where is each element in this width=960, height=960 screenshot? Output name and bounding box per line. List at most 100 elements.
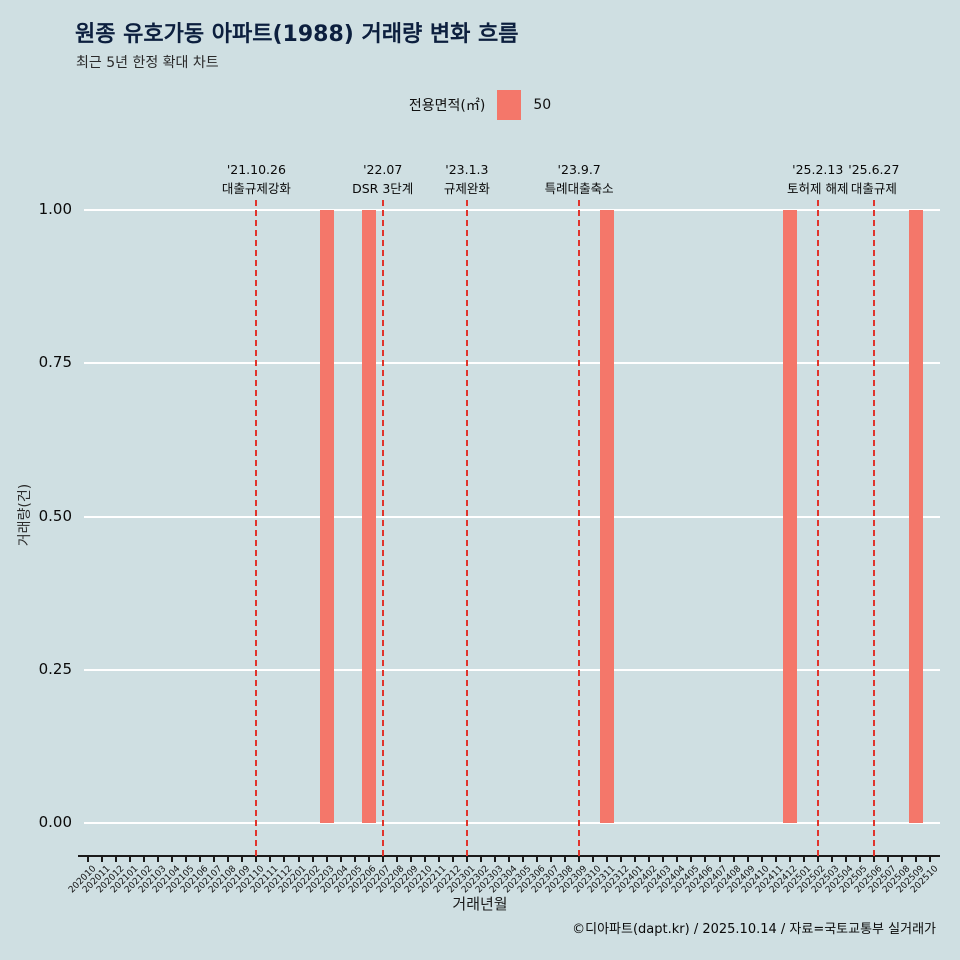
x-tick-mark	[479, 855, 482, 862]
event-line	[465, 200, 468, 856]
x-tick-mark	[858, 855, 861, 862]
event-label: '23.9.7 특례대출축소	[545, 160, 614, 198]
x-tick-mark	[339, 855, 342, 862]
event-name: 대출규제	[850, 181, 897, 196]
event-date: '25.6.27	[848, 162, 900, 177]
x-tick-mark	[578, 855, 581, 862]
x-tick-mark	[367, 855, 370, 862]
x-tick-mark	[732, 855, 735, 862]
x-tick-mark	[311, 855, 314, 862]
event-name: 특례대출축소	[544, 181, 614, 196]
y-tick-label: 0.00	[38, 813, 72, 831]
x-tick-mark	[690, 855, 693, 862]
x-tick-mark	[634, 855, 637, 862]
x-tick-mark	[283, 855, 286, 862]
x-tick-mark	[395, 855, 398, 862]
event-line	[578, 200, 581, 856]
x-tick-mark	[564, 855, 567, 862]
credit-text: ©디아파트(dapt.kr) / 2025.10.14 / 자료=국토교통부 실…	[572, 922, 936, 937]
event-date: '22.07	[363, 162, 403, 177]
x-tick-mark	[297, 855, 300, 862]
x-tick-mark	[465, 855, 468, 862]
y-tick-label: 0.25	[38, 659, 72, 678]
event-name: 규제완화	[443, 181, 490, 196]
x-tick-mark	[227, 855, 230, 862]
x-tick-mark	[844, 855, 847, 862]
bar	[319, 210, 334, 823]
event-label: '25.2.13 토허제 해제	[787, 160, 848, 198]
x-tick-mark	[381, 855, 384, 862]
x-axis-title: 거래년월	[452, 895, 508, 913]
event-date: '25.2.13	[792, 162, 844, 177]
event-label: '22.07 DSR 3단계	[352, 160, 413, 198]
x-tick-mark	[129, 855, 132, 862]
x-tick-mark	[409, 855, 412, 862]
x-tick-mark	[802, 855, 805, 862]
chart-subtitle: 최근 5년 한정 확대 차트	[76, 55, 219, 71]
x-tick-mark	[816, 855, 819, 862]
event-name: 토허제 해제	[786, 181, 849, 196]
x-tick-mark	[101, 855, 104, 862]
x-tick-mark	[213, 855, 216, 862]
x-tick-mark	[830, 855, 833, 862]
x-tick-mark	[704, 855, 707, 862]
gridline	[84, 668, 940, 671]
event-label: '23.1.3 규제완화	[444, 160, 490, 198]
x-tick-mark	[115, 855, 118, 862]
x-tick-mark	[522, 855, 525, 862]
x-tick-mark	[536, 855, 539, 862]
x-tick-mark	[423, 855, 426, 862]
x-tick-mark	[648, 855, 651, 862]
x-tick-mark	[437, 855, 440, 862]
x-tick-mark	[914, 855, 917, 862]
y-tick-label: 0.75	[38, 353, 72, 372]
x-tick-mark	[774, 855, 777, 862]
x-tick-mark	[606, 855, 609, 862]
x-tick-mark	[493, 855, 496, 862]
x-tick-mark	[886, 855, 889, 862]
event-line	[255, 200, 258, 856]
gridline	[84, 515, 940, 518]
x-tick-mark	[718, 855, 721, 862]
event-label: '21.10.26 대출규제강화	[222, 160, 291, 198]
x-tick-mark	[788, 855, 791, 862]
gridline	[84, 209, 940, 211]
legend: 전용면적(㎡) 50	[0, 90, 960, 120]
gridline	[84, 362, 940, 365]
x-tick-mark	[255, 855, 258, 862]
event-date: '23.1.3	[445, 162, 489, 177]
legend-series-label: 50	[533, 97, 552, 113]
bar	[600, 210, 615, 823]
x-tick-mark	[676, 855, 679, 862]
x-tick-mark	[87, 855, 89, 862]
event-name: DSR 3단계	[352, 181, 414, 196]
legend-title: 전용면적(㎡)	[408, 98, 486, 114]
gridline	[84, 822, 940, 824]
x-tick-mark	[872, 855, 875, 862]
x-tick-mark	[550, 855, 553, 862]
x-tick-mark	[746, 855, 749, 862]
x-tick-mark	[508, 855, 510, 862]
x-tick-mark	[199, 855, 202, 862]
x-tick-mark	[760, 855, 763, 862]
x-tick-mark	[185, 855, 188, 862]
event-name: 대출규제강화	[221, 181, 291, 196]
x-tick-mark	[325, 855, 328, 862]
chart-title: 원종 유호가동 아파트(1988) 거래량 변화 흐름	[75, 22, 519, 47]
x-tick-mark	[157, 855, 160, 862]
event-date: '23.9.7	[557, 162, 601, 177]
event-date: '21.10.26	[226, 162, 286, 177]
legend-swatch	[497, 90, 522, 120]
x-tick-mark	[451, 855, 454, 862]
x-tick-mark	[171, 855, 174, 862]
event-label: '25.6.27 대출규제	[848, 160, 899, 198]
x-tick-mark	[929, 855, 931, 862]
x-tick-mark	[353, 855, 356, 862]
y-tick-label: 1.00	[38, 200, 72, 218]
event-line	[872, 200, 875, 856]
x-tick-mark	[592, 855, 595, 862]
x-tick-mark	[269, 855, 272, 862]
bar	[782, 210, 797, 823]
y-tick-label: 0.50	[38, 506, 72, 525]
